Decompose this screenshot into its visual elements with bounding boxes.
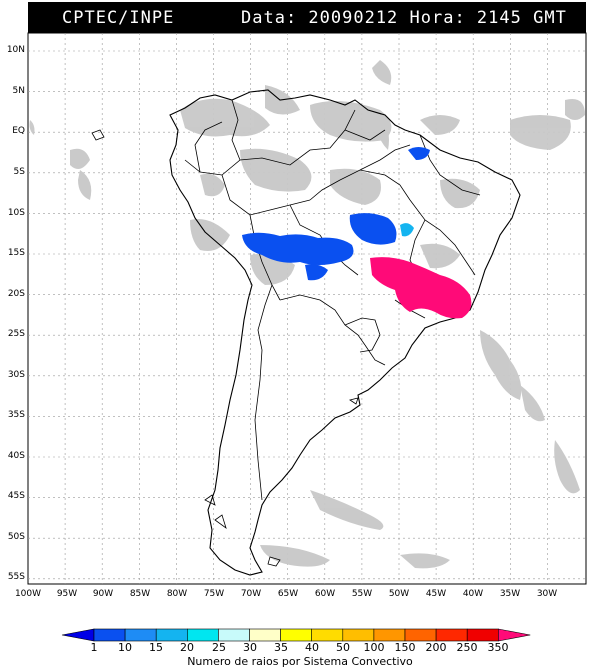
lon-label-85W: 85W	[129, 589, 151, 599]
colorbar-label-1: 1	[90, 641, 98, 654]
lon-label-80W: 80W	[166, 589, 188, 599]
lat-label-10N: 10N	[6, 45, 25, 55]
lon-label-45W: 45W	[425, 589, 447, 599]
cloud-cover	[29, 60, 585, 569]
colorbar-label-100: 100	[363, 641, 385, 654]
lat-label-20S: 20S	[7, 289, 25, 299]
colorbar-label-250: 250	[456, 641, 478, 654]
lon-label-100W: 100W	[14, 589, 42, 599]
source-label: CPTEC/INPE	[62, 8, 175, 28]
colorbar-title: Numero de raios por Sistema Convectivo	[187, 655, 413, 668]
lat-label-55S: 55S	[7, 572, 25, 582]
lon-label-95W: 95W	[56, 589, 78, 599]
colorbar-label-35: 35	[274, 641, 288, 654]
convective-system-cyan	[400, 223, 414, 237]
lat-label-5N: 5N	[12, 86, 25, 96]
colorbar-label-30: 30	[243, 641, 257, 654]
lat-label-40S: 40S	[7, 451, 25, 461]
colorbar-label-20: 20	[180, 641, 194, 654]
colorbar-label-25: 25	[212, 641, 226, 654]
datetime-label: Data: 20090212 Hora: 2145 GMT	[241, 8, 567, 28]
convective-system-magenta	[370, 257, 472, 319]
colorbar-label-150: 150	[394, 641, 416, 654]
lon-label-70W: 70W	[240, 589, 262, 599]
map-frame	[27, 32, 587, 585]
lon-label-90W: 90W	[92, 589, 114, 599]
country-borders	[184, 99, 481, 501]
colorbar-label-50: 50	[336, 641, 350, 654]
islands	[91, 129, 359, 567]
lon-label-75W: 75W	[203, 589, 225, 599]
convective-system-blue	[242, 147, 430, 281]
colorbar-label-40: 40	[305, 641, 319, 654]
colorbar-label-15: 15	[149, 641, 163, 654]
lon-label-60W: 60W	[314, 589, 336, 599]
lon-label-30W: 30W	[536, 589, 558, 599]
lat-label-5S: 5S	[13, 167, 25, 177]
lon-label-65W: 65W	[277, 589, 299, 599]
colorbar-label-200: 200	[425, 641, 447, 654]
lat-label-45S: 45S	[7, 491, 25, 501]
title-bar: CPTEC/INPE Data: 20090212 Hora: 2145 GMT	[28, 2, 586, 33]
colorbar-label-10: 10	[118, 641, 132, 654]
lat-label-EQ: EQ	[12, 126, 25, 136]
lon-label-35W: 35W	[499, 589, 521, 599]
lat-label-15S: 15S	[7, 248, 25, 258]
lon-label-50W: 50W	[388, 589, 410, 599]
lat-label-35S: 35S	[7, 410, 25, 420]
lon-label-55W: 55W	[351, 589, 373, 599]
coastline-south-america	[169, 89, 521, 576]
lon-label-40W: 40W	[462, 589, 484, 599]
lat-label-50S: 50S	[7, 532, 25, 542]
lat-label-25S: 25S	[7, 329, 25, 339]
lat-label-30S: 30S	[7, 370, 25, 380]
lat-label-10S: 10S	[7, 208, 25, 218]
colorbar-label-350: 350	[487, 641, 509, 654]
